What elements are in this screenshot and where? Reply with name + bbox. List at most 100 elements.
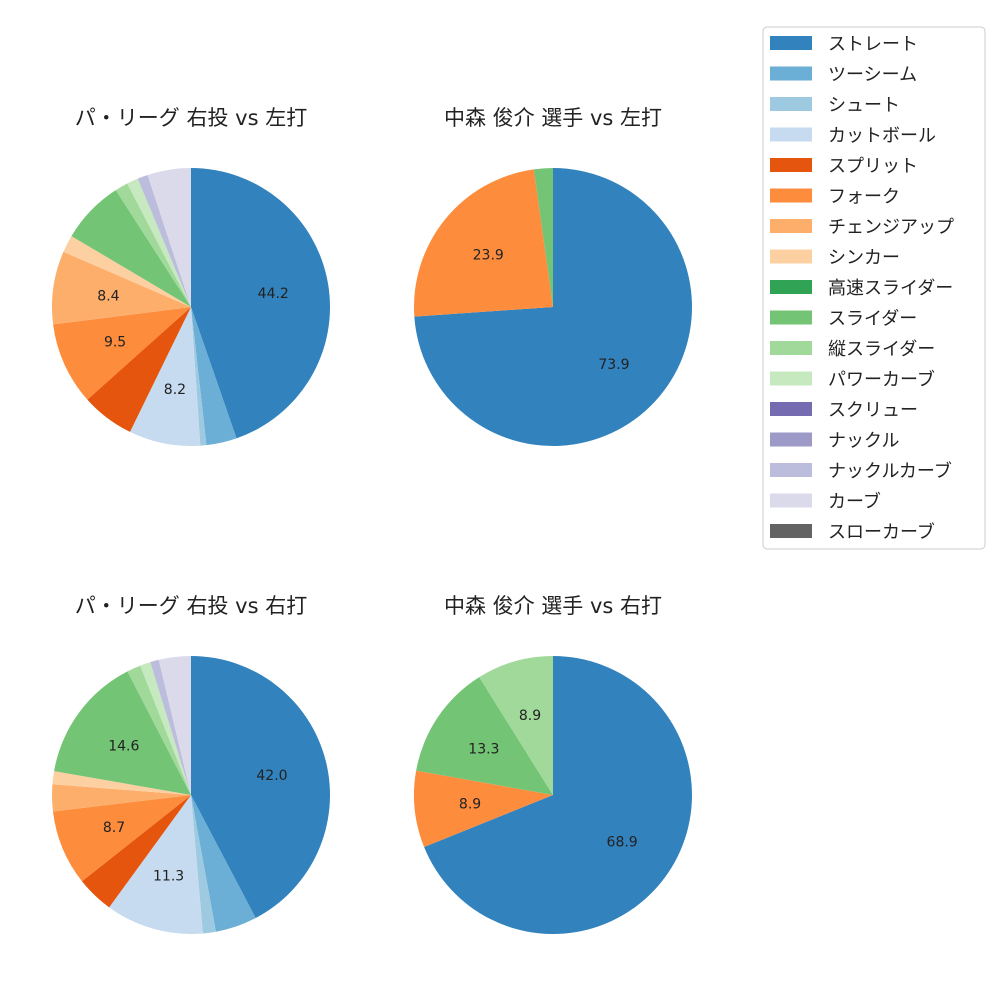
legend-swatch [770,219,812,233]
pie-slices [414,168,692,447]
legend-swatch [770,310,812,325]
pie-chart-right-batters-league: パ・リーグ 右投 vs 右打 42.0 11.3 8.7 14.6 [51,594,331,934]
legend-item: ナックルカーブ [770,460,952,482]
pie-slice-0 [191,168,330,439]
legend-swatch [770,341,812,355]
pie-slice-1 [414,169,553,317]
chart-title: パ・リーグ 右投 vs 左打 [75,106,307,130]
pie-chart-right-batters-nakamori: 中森 俊介 選手 vs 右打 68.9 8.9 13.3 8.9 [414,594,692,935]
chart-title: 中森 俊介 選手 vs 左打 [444,106,662,130]
pie-value-label: 14.6 [108,739,139,755]
legend-label: スローカーブ [828,521,935,543]
pie-slice-10 [140,662,191,795]
legend-item: ストレート [770,34,918,55]
pie-slice-10 [127,178,191,307]
legend-item: ナックル [770,431,899,452]
pie-slice-1 [191,307,237,446]
legend-label: シンカー [828,248,900,269]
legend-item: 高速スライダー [770,278,953,299]
pie-slice-8 [71,190,191,307]
pie-value-label: 9.5 [104,335,126,351]
pie-slice-6 [51,251,191,325]
pie-slice-4 [87,307,191,432]
legend-label: パワーカーブ [828,369,935,391]
legend-label: ナックルカーブ [828,460,952,482]
pie-slice-12 [158,656,191,795]
pie-value-label: 8.4 [97,288,119,304]
legend-label: ストレート [828,34,918,55]
legend-item: シュート [770,95,900,116]
pie-slice-12 [147,168,191,307]
pie-value-label: 8.9 [519,708,541,724]
pie-value-labels: 42.0 11.3 8.7 14.6 [103,739,288,885]
legend-label: フォーク [828,187,900,208]
pie-slice-7 [52,771,191,795]
pie-slice-11 [137,174,191,307]
legend-label: 縦スライダー [828,339,935,360]
legend-swatch [770,158,812,172]
pie-slice-7 [63,236,192,307]
legend-label: ツーシーム [828,65,917,86]
legend-swatch [770,432,812,447]
legend-label: カーブ [828,491,881,513]
pie-slice-5 [53,307,191,400]
legend-item: スプリット [770,156,918,177]
legend-swatch [770,66,812,81]
pie-slice-2 [191,795,216,934]
pie-slice-0 [191,656,331,919]
legend-item: チェンジアップ [770,217,954,238]
legend-swatch [770,127,812,142]
pie-value-label: 68.9 [607,835,638,851]
pie-value-label: 8.2 [164,382,186,398]
pie-chart-left-batters-nakamori: 中森 俊介 選手 vs 左打 73.9 23.9 [414,106,692,447]
pie-slices [414,656,692,935]
legend-label: チェンジアップ [828,217,954,238]
legend-swatch [770,402,812,416]
legend-swatch [770,280,812,294]
pie-slice-2 [191,307,207,446]
legend-item: スクリュー [770,400,918,421]
legend-swatch [770,97,812,111]
legend: ストレートツーシームシュートカットボールスプリットフォークチェンジアップシンカー… [762,26,986,550]
legend-swatch [770,463,812,477]
legend-swatch [770,524,812,538]
pie-slice-3 [479,656,553,795]
pie-slice-0 [414,168,692,447]
pie-slice-6 [51,784,191,812]
pie-value-label: 23.9 [473,247,504,263]
pie-slice-11 [150,659,191,795]
legend-item: カーブ [770,491,881,513]
legend-item: スライダー [770,309,917,330]
pie-value-label: 42.0 [256,768,287,784]
pie-slice-0 [424,656,692,935]
pie-slice-5 [52,795,192,882]
pie-value-label: 44.2 [258,286,289,302]
pie-value-label: 11.3 [153,868,184,884]
pie-slice-1 [414,770,553,847]
pie-slice-2 [533,168,553,307]
legend-item: カットボール [770,126,936,147]
pie-slice-9 [115,183,191,307]
pie-slices [51,168,330,446]
legend-item: フォーク [770,187,900,208]
pie-chart-left-batters-league: パ・リーグ 右投 vs 左打 44.2 8.2 9.5 8.4 [51,106,330,446]
pie-slices [51,656,331,934]
pie-value-labels: 68.9 8.9 13.3 8.9 [459,708,638,851]
legend-swatch [770,36,812,50]
pie-slice-2 [416,677,553,795]
pie-slice-4 [81,795,191,908]
pie-slice-8 [54,671,191,795]
legend-swatch [770,188,812,203]
pie-slice-3 [130,307,201,446]
chart-title: パ・リーグ 右投 vs 右打 [75,594,307,618]
legend-items: ストレートツーシームシュートカットボールスプリットフォークチェンジアップシンカー… [770,34,954,543]
legend-label: ナックル [828,431,899,452]
legend-swatch [770,371,812,386]
legend-label: カットボール [828,126,936,147]
pie-slice-1 [191,795,256,932]
legend-item: スローカーブ [770,521,935,543]
chart-title: 中森 俊介 選手 vs 右打 [444,594,662,618]
legend-label: スライダー [828,309,917,330]
legend-label: スプリット [828,156,918,177]
